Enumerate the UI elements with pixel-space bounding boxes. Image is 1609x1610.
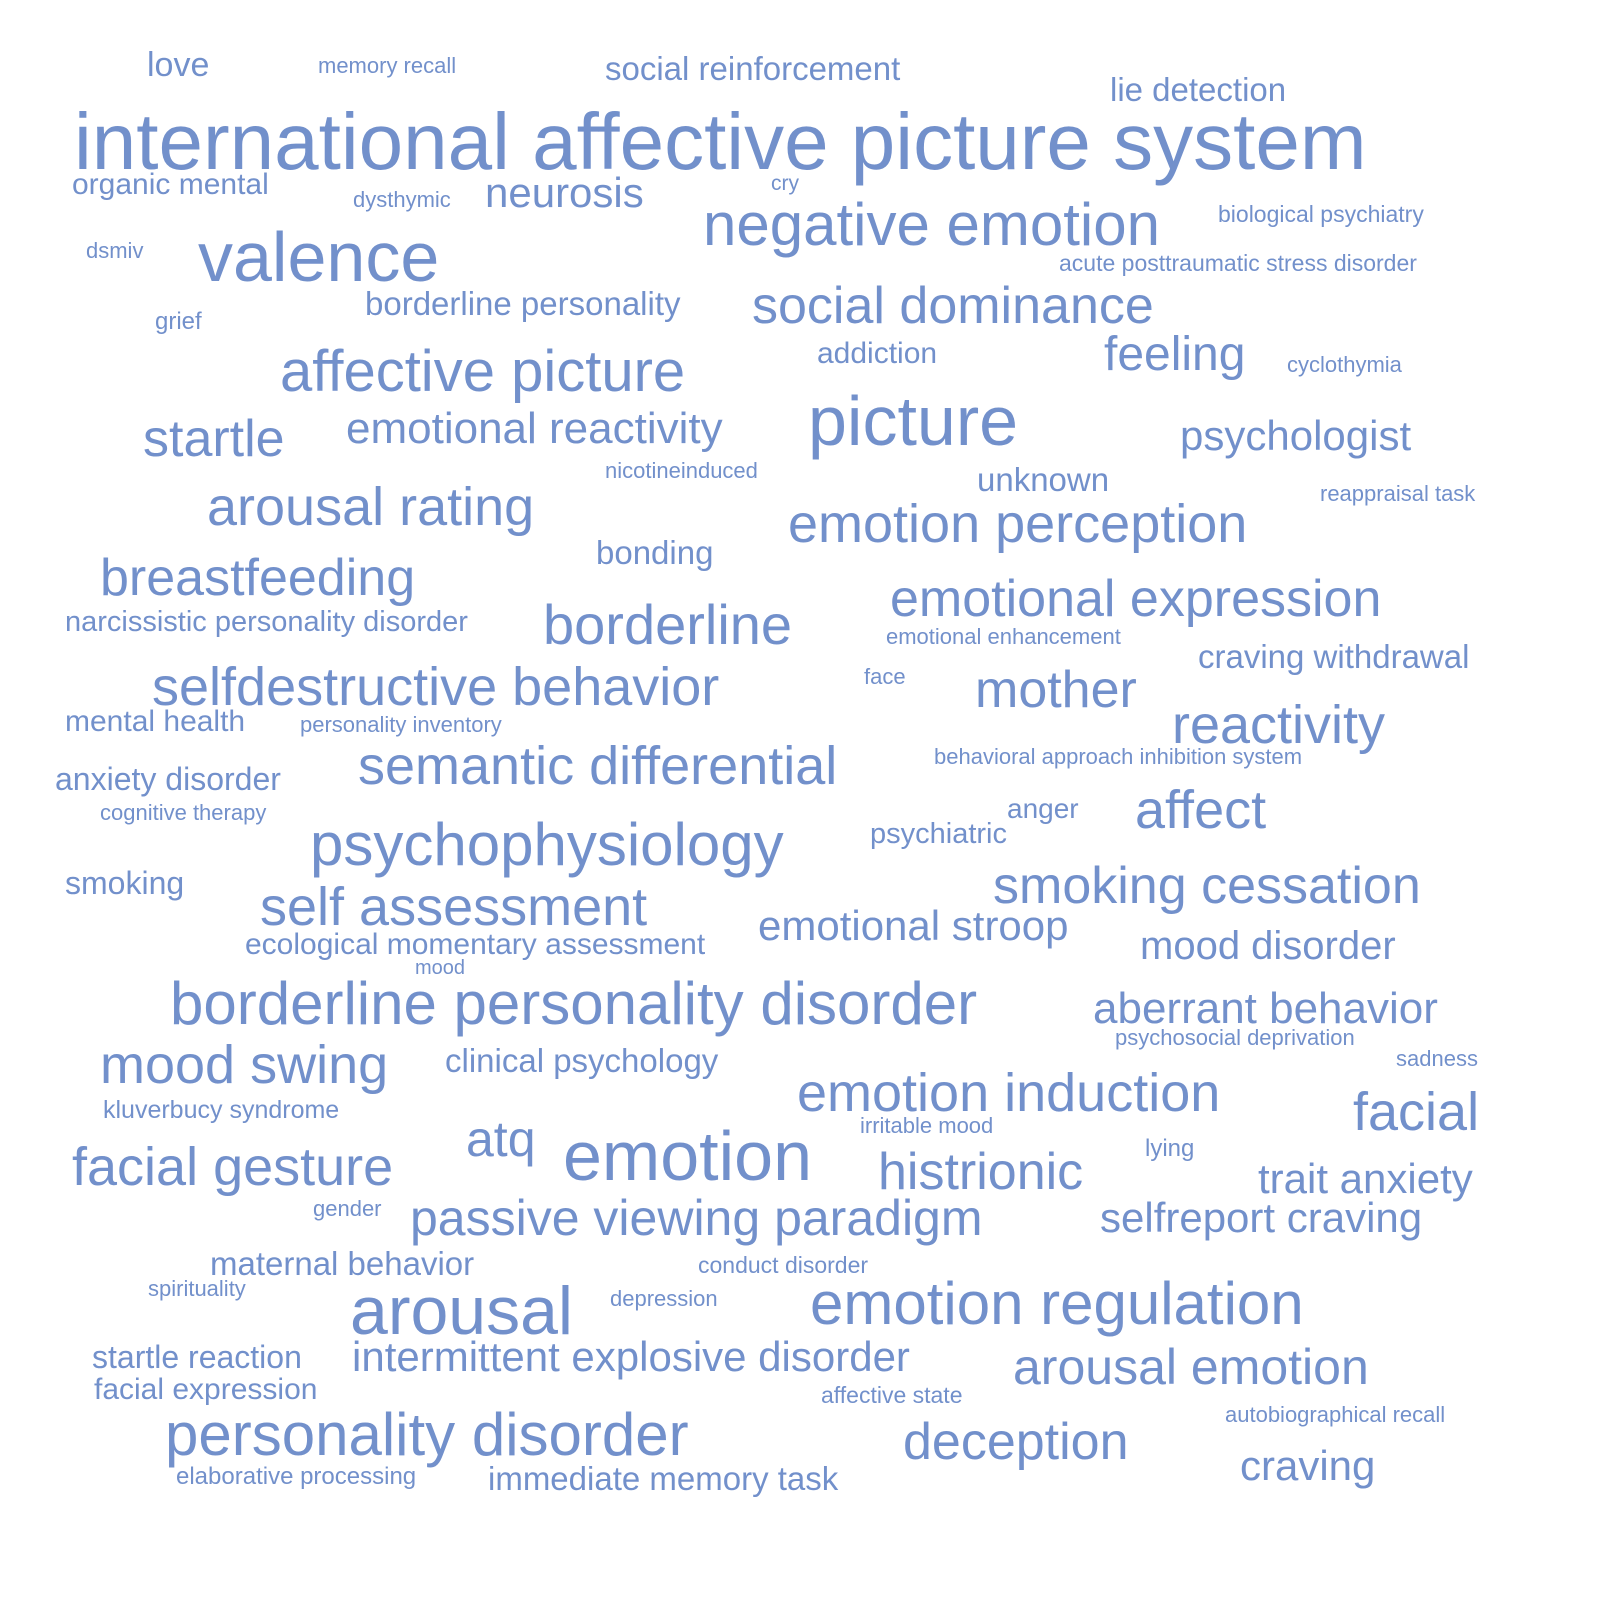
cloud-word: lie detection <box>1110 71 1287 108</box>
cloud-word: anger <box>1007 793 1079 824</box>
cloud-word: neurosis <box>485 169 644 216</box>
cloud-word: trait anxiety <box>1258 1155 1473 1202</box>
cloud-word: behavioral approach inhibition system <box>934 744 1303 769</box>
cloud-word: love <box>147 46 210 84</box>
cloud-word: selfreport craving <box>1100 1194 1423 1241</box>
cloud-word: aberrant behavior <box>1093 984 1438 1033</box>
cloud-word: international affective picture system <box>74 97 1367 186</box>
cloud-word: emotion induction <box>797 1063 1221 1123</box>
cloud-word: facial <box>1353 1082 1480 1142</box>
cloud-word: face <box>864 664 906 689</box>
cloud-word: semantic differential <box>358 736 838 796</box>
cloud-word: narcissistic personality disorder <box>65 606 468 638</box>
cloud-word: depression <box>610 1286 718 1311</box>
cloud-word: passive viewing paradigm <box>410 1190 983 1246</box>
cloud-word: emotion perception <box>788 494 1248 554</box>
cloud-word: emotional reactivity <box>346 404 723 453</box>
cloud-word: irritable mood <box>860 1113 994 1138</box>
cloud-word: personality inventory <box>300 712 502 737</box>
cloud-word: ecological momentary assessment <box>245 928 706 961</box>
cloud-word: arousal rating <box>207 477 535 537</box>
cloud-word: emotional expression <box>890 570 1382 628</box>
cloud-word: emotional stroop <box>758 902 1069 949</box>
cloud-word: self assessment <box>260 877 648 937</box>
cloud-word: intermittent explosive disorder <box>352 1333 910 1380</box>
cloud-word: histrionic <box>878 1143 1084 1201</box>
cloud-word: smoking cessation <box>993 857 1421 915</box>
cloud-word: borderline personality <box>365 285 681 322</box>
cloud-word: feeling <box>1104 328 1246 381</box>
cloud-word: mood disorder <box>1140 924 1396 968</box>
cloud-word: borderline <box>543 593 793 656</box>
cloud-word: mood <box>415 957 466 979</box>
cloud-word: emotion regulation <box>810 1270 1304 1337</box>
cloud-word: breastfeeding <box>100 549 416 607</box>
cloud-word: reappraisal task <box>1320 481 1476 506</box>
cloud-word: psychosocial deprivation <box>1115 1025 1355 1050</box>
cloud-word: craving withdrawal <box>1198 638 1470 675</box>
cloud-word: selfdestructive behavior <box>152 657 720 717</box>
cloud-word: arousal <box>350 1273 574 1349</box>
cloud-word: social reinforcement <box>605 50 901 87</box>
cloud-word: anxiety disorder <box>55 761 281 797</box>
cloud-word: affect <box>1135 780 1267 840</box>
cloud-word: emotion <box>563 1117 813 1195</box>
cloud-word: emotional enhancement <box>886 624 1121 649</box>
cloud-word: deception <box>903 1413 1129 1471</box>
cloud-word: acute posttraumatic stress disorder <box>1059 250 1417 276</box>
cloud-word: bonding <box>596 534 714 571</box>
cloud-word: sadness <box>1396 1046 1478 1071</box>
cloud-word: startle <box>143 410 285 468</box>
cloud-word: mother <box>975 661 1137 719</box>
cloud-word: elaborative processing <box>176 1463 417 1490</box>
cloud-word: cry <box>771 172 799 195</box>
cloud-word: clinical psychology <box>445 1042 719 1079</box>
cloud-word: psychologist <box>1180 412 1412 459</box>
cloud-word: reactivity <box>1172 695 1386 755</box>
cloud-word: mood swing <box>100 1035 389 1095</box>
cloud-word: biological psychiatry <box>1218 201 1424 227</box>
cloud-word: nicotineinduced <box>605 458 758 483</box>
cloud-word: valence <box>198 218 440 296</box>
cloud-word: atq <box>466 1111 536 1167</box>
cloud-word: borderline personality disorder <box>170 970 978 1037</box>
cloud-word: gender <box>313 1196 382 1221</box>
cloud-word: immediate memory task <box>488 1460 839 1497</box>
cloud-word: kluverbucy syndrome <box>103 1096 340 1124</box>
cloud-word: psychiatric <box>870 818 1007 850</box>
cloud-word: lying <box>1145 1135 1195 1162</box>
cloud-word: maternal behavior <box>210 1245 475 1282</box>
cloud-word: cyclothymia <box>1287 352 1402 377</box>
cloud-word: grief <box>155 308 202 335</box>
cloud-word: negative emotion <box>703 191 1160 258</box>
cloud-word: spirituality <box>148 1276 246 1301</box>
cloud-word: arousal emotion <box>1013 1339 1369 1395</box>
cloud-word: unknown <box>977 461 1110 498</box>
cloud-word: social dominance <box>752 277 1154 335</box>
cloud-word: addiction <box>817 337 938 370</box>
cloud-word: cognitive therapy <box>100 800 267 825</box>
cloud-word: personality disorder <box>165 1401 689 1468</box>
cloud-word: dysthymic <box>353 187 451 212</box>
cloud-word: startle reaction <box>92 1339 302 1375</box>
cloud-word: organic mental <box>72 168 269 201</box>
cloud-word: autobiographical recall <box>1225 1402 1446 1427</box>
cloud-word: facial expression <box>94 1373 318 1406</box>
cloud-word: memory recall <box>318 53 457 78</box>
cloud-word: dsmiv <box>86 238 144 263</box>
cloud-word: conduct disorder <box>698 1252 869 1278</box>
cloud-word: facial gesture <box>72 1137 394 1197</box>
cloud-word: smoking <box>65 865 185 901</box>
cloud-word: affective state <box>821 1382 963 1408</box>
cloud-word: psychophysiology <box>310 811 784 878</box>
cloud-word: affective picture <box>280 339 686 404</box>
cloud-word: craving <box>1240 1442 1376 1489</box>
cloud-word: picture <box>808 382 1019 460</box>
cloud-word: mental health <box>65 705 246 738</box>
